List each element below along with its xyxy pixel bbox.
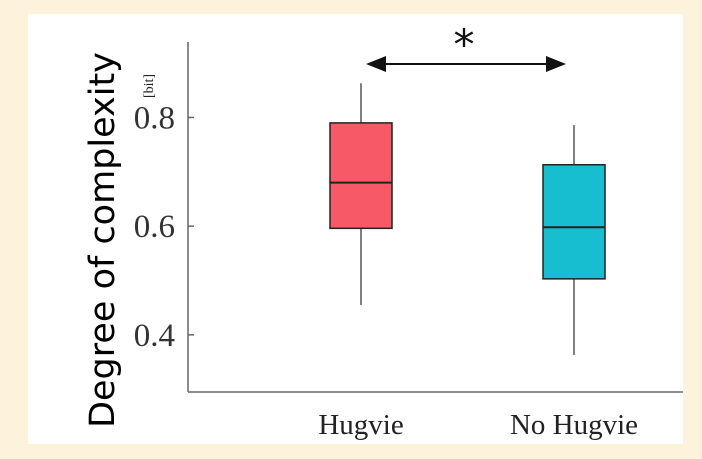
x-category-label: No Hugvie (510, 409, 638, 441)
arrowhead-right (546, 56, 566, 72)
y-axis-label: Degree of complexity (83, 52, 123, 428)
box-plot: 0.4 0.6 0.8 Hugvie No Hugvie * (134, 20, 683, 441)
y-axis-unit: [bit] (142, 73, 157, 99)
x-category-label: Hugvie (318, 409, 403, 441)
box-2 (542, 163, 606, 280)
y-tick-label: 0.4 (134, 318, 175, 354)
y-tick-label: 0.6 (134, 209, 175, 245)
chart-panel: 0.4 0.6 0.8 Hugvie No Hugvie * Degree of comp… (28, 14, 683, 444)
y-tick-label: 0.8 (134, 100, 175, 136)
significance-marker: * (454, 20, 475, 69)
arrowhead-left (366, 56, 386, 72)
box-1 (329, 122, 393, 230)
